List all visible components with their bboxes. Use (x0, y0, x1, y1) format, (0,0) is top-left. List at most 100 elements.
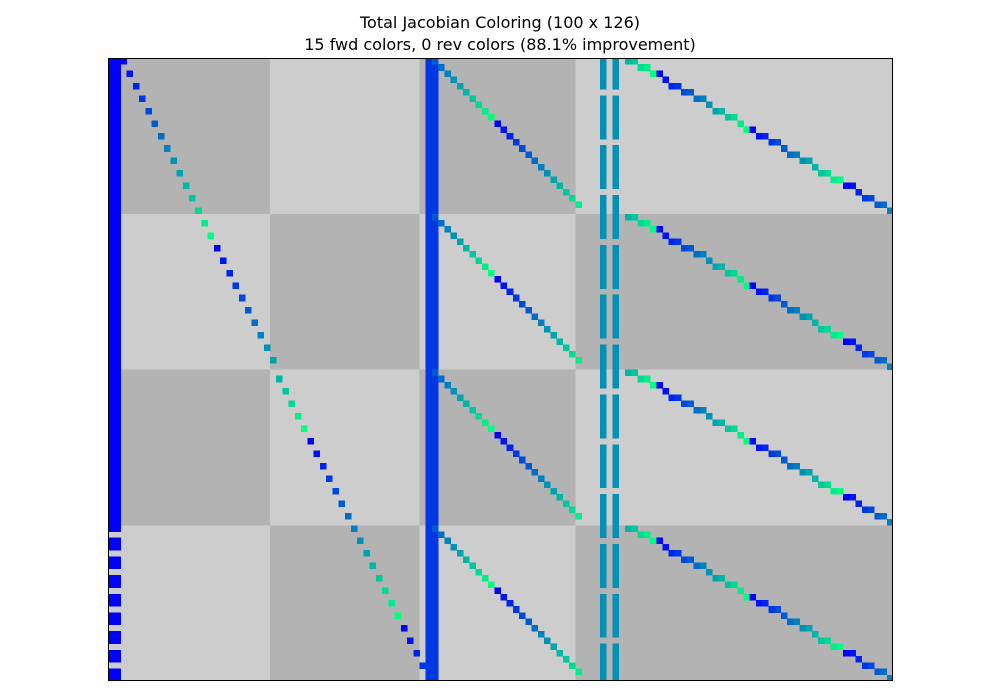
nonzero-cell (425, 587, 433, 595)
nonzero-cell (631, 58, 638, 65)
nonzero-cell (687, 244, 694, 252)
nonzero-cell (612, 70, 620, 77)
nonzero-cell (836, 332, 844, 339)
nonzero-cell (612, 294, 620, 302)
nonzero-cell (276, 375, 283, 383)
nonzero-cell (774, 606, 782, 613)
block-shade (575, 525, 893, 681)
nonzero-cell (488, 114, 495, 121)
nonzero-cell (425, 506, 433, 514)
nonzero-cell (431, 70, 439, 77)
nonzero-cell (656, 537, 663, 545)
nonzero-cell (450, 543, 458, 551)
nonzero-cell (114, 325, 121, 333)
nonzero-cell (425, 456, 433, 464)
nonzero-cell (812, 631, 819, 638)
nonzero-cell (114, 425, 121, 433)
nonzero-cell (668, 394, 676, 401)
nonzero-cell (731, 425, 738, 433)
nonzero-cell (114, 89, 121, 96)
nonzero-cell (818, 170, 825, 177)
nonzero-cell (575, 668, 582, 676)
nonzero-cell (612, 550, 620, 557)
nonzero-cell (114, 182, 121, 190)
nonzero-cell (419, 662, 427, 669)
nonzero-cell (787, 307, 794, 314)
nonzero-cell (108, 132, 115, 140)
nonzero-cell (544, 325, 551, 333)
nonzero-cell (108, 469, 115, 476)
nonzero-cell (126, 70, 134, 77)
nonzero-cell (600, 145, 607, 152)
nonzero-cell (612, 313, 620, 320)
nonzero-cell (612, 213, 620, 221)
nonzero-cell (612, 307, 620, 314)
nonzero-cell (600, 363, 607, 370)
nonzero-cell (164, 145, 171, 152)
nonzero-cell (431, 612, 439, 619)
nonzero-cell (108, 388, 115, 395)
nonzero-cell (612, 519, 620, 526)
nonzero-cell (662, 543, 670, 551)
nonzero-cell (600, 662, 607, 669)
nonzero-cell (612, 494, 620, 501)
nonzero-cell (600, 182, 607, 190)
nonzero-cell (556, 182, 564, 190)
nonzero-cell (108, 556, 115, 563)
block-shade (269, 58, 420, 215)
nonzero-cell (108, 325, 115, 333)
nonzero-cell (425, 107, 433, 115)
nonzero-cell (500, 126, 508, 134)
nonzero-cell (313, 450, 321, 458)
nonzero-cell (431, 282, 439, 289)
nonzero-cell (114, 101, 121, 109)
nonzero-cell (108, 276, 115, 283)
nonzero-cell (450, 232, 458, 239)
nonzero-cell (114, 512, 121, 520)
nonzero-cell (456, 82, 464, 90)
nonzero-cell (724, 114, 732, 121)
nonzero-cell (612, 375, 620, 383)
nonzero-cell (612, 624, 620, 632)
nonzero-cell (425, 332, 433, 339)
nonzero-cell (731, 581, 738, 588)
plot-frame (108, 58, 893, 681)
nonzero-cell (600, 95, 607, 102)
nonzero-cell (600, 76, 607, 84)
nonzero-cell (880, 357, 888, 364)
nonzero-cell (674, 238, 682, 246)
nonzero-cell (425, 519, 433, 526)
block-shade (419, 525, 576, 681)
nonzero-cell (706, 413, 713, 420)
nonzero-cell (431, 120, 439, 127)
nonzero-cell (488, 581, 495, 588)
nonzero-cell (612, 568, 620, 576)
nonzero-cell (799, 469, 807, 476)
nonzero-cell (849, 649, 856, 657)
nonzero-cell (425, 350, 433, 358)
nonzero-cell (612, 182, 620, 190)
nonzero-cell (425, 487, 433, 495)
nonzero-cell (712, 575, 719, 582)
nonzero-cell (108, 219, 115, 227)
nonzero-cell (600, 406, 607, 414)
nonzero-cell (718, 107, 726, 115)
nonzero-cell (425, 543, 433, 551)
nonzero-cell (737, 431, 744, 439)
nonzero-cell (600, 357, 607, 364)
nonzero-cell (431, 400, 439, 408)
nonzero-cell (425, 612, 433, 619)
nonzero-cell (425, 462, 433, 470)
nonzero-cell (693, 251, 701, 258)
nonzero-cell (431, 325, 439, 333)
nonzero-cell (600, 101, 607, 109)
nonzero-cell (251, 319, 258, 327)
nonzero-cell (612, 64, 620, 71)
nonzero-cell (108, 369, 115, 377)
nonzero-cell (431, 419, 439, 426)
nonzero-cell (469, 251, 476, 258)
nonzero-cell (114, 456, 121, 464)
nonzero-cell (431, 244, 439, 252)
nonzero-cell (425, 145, 433, 152)
nonzero-cell (108, 575, 115, 582)
